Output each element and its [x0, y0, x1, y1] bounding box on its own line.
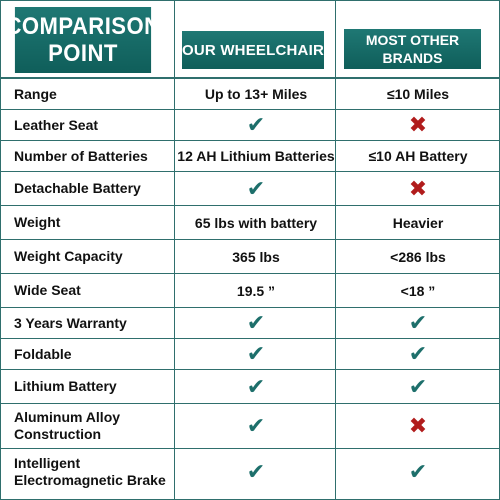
table-row: Leather Seat ✔ ✖	[1, 110, 499, 141]
table-body: Range Up to 13+ Miles ≤10 Miles Leather …	[1, 79, 499, 494]
column-divider	[174, 1, 175, 499]
check-icon: ✔	[246, 175, 266, 201]
our-value: 65 lbs with battery	[194, 214, 318, 231]
row-label: Wide Seat	[14, 282, 81, 298]
check-icon: ✔	[246, 413, 266, 438]
row-label: Leather Seat	[14, 116, 99, 133]
table-header: COMPARISON POINT OUR WHEELCHAIR MOST OTH…	[1, 1, 499, 79]
our-value: 12 AH Lithium Batteries	[177, 148, 335, 164]
our-wheelchair-header: OUR WHEELCHAIR	[182, 31, 324, 69]
row-label: Weight Capacity	[14, 248, 123, 264]
row-label: 3 Years Warranty	[14, 314, 127, 331]
table-row: Wide Seat 19.5 ” <18 ”	[1, 274, 499, 308]
other-value: Heavier	[392, 214, 444, 231]
table-row: Foldable ✔ ✔	[1, 339, 499, 370]
row-label: Aluminum Alloy Construction	[14, 409, 121, 442]
row-label: Intelligent Electromagnetic Brake	[14, 454, 166, 488]
other-value: ≤10 Miles	[386, 86, 450, 102]
row-label: Number of Batteries	[14, 147, 148, 164]
table-row: Weight 65 lbs with battery Heavier	[1, 206, 499, 240]
table-row: Number of Batteries 12 AH Lithium Batter…	[1, 141, 499, 172]
check-icon: ✔	[408, 341, 428, 366]
cross-icon: ✖	[408, 175, 428, 201]
check-icon: ✔	[246, 373, 266, 399]
cross-icon: ✖	[408, 112, 428, 137]
check-icon: ✔	[408, 458, 428, 484]
row-label: Range	[14, 85, 57, 102]
table-row: Weight Capacity 365 lbs <286 lbs	[1, 240, 499, 274]
table-row: Range Up to 13+ Miles ≤10 Miles	[1, 79, 499, 110]
check-icon: ✔	[246, 112, 266, 137]
our-value: Up to 13+ Miles	[204, 86, 308, 102]
row-label: Detachable Battery	[14, 180, 141, 196]
table-row: Lithium Battery ✔ ✔	[1, 370, 499, 404]
table-row: Aluminum Alloy Construction ✔ ✖	[1, 404, 499, 449]
check-icon: ✔	[246, 341, 266, 366]
other-brands-header: MOST OTHER BRANDS	[344, 29, 481, 69]
comparison-point-header: COMPARISON POINT	[5, 7, 160, 73]
table-row: Intelligent Electromagnetic Brake ✔ ✔	[1, 449, 499, 494]
row-label: Foldable	[14, 345, 72, 362]
table-row: 3 Years Warranty ✔ ✔	[1, 308, 499, 339]
other-value: <286 lbs	[390, 248, 446, 265]
other-value: ≤10 AH Battery	[368, 148, 468, 164]
check-icon: ✔	[246, 458, 266, 484]
column-divider	[335, 1, 336, 499]
our-value: 19.5 ”	[236, 282, 276, 299]
row-label: Weight	[14, 214, 61, 230]
other-value: <18 ”	[400, 282, 436, 299]
check-icon: ✔	[408, 310, 428, 335]
cross-icon: ✖	[408, 413, 428, 438]
check-icon: ✔	[408, 373, 428, 399]
check-icon: ✔	[246, 310, 266, 335]
table-row: Detachable Battery ✔ ✖	[1, 172, 499, 206]
our-value: 365 lbs	[232, 248, 280, 265]
row-label: Lithium Battery	[14, 378, 117, 394]
